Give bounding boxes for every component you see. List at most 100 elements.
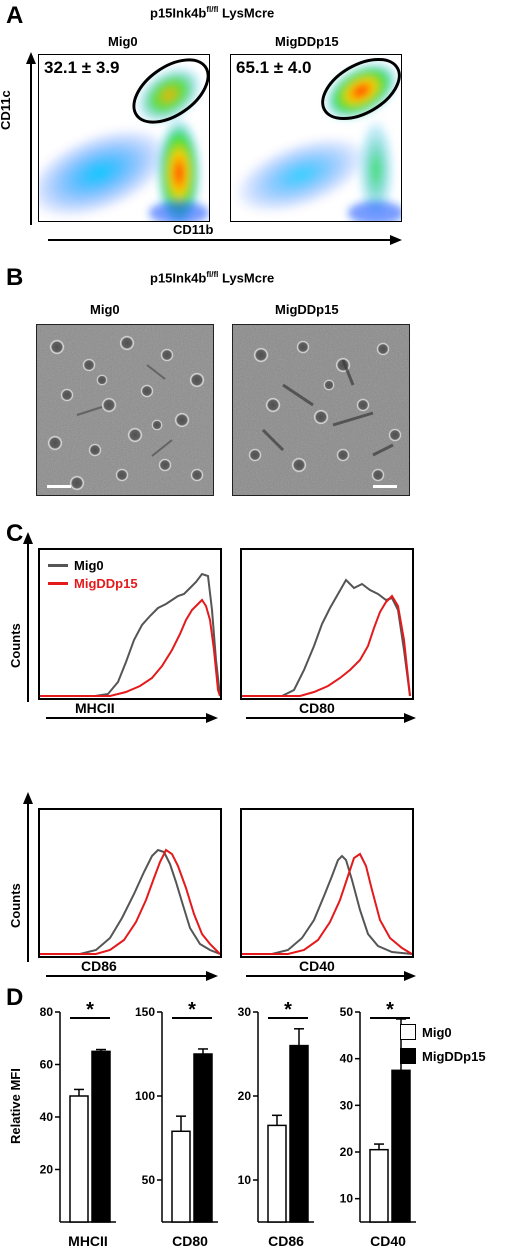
histogram-cd40 — [240, 808, 414, 958]
panel-a-letter: A — [6, 2, 24, 29]
y-tick-label: 10 — [340, 1192, 354, 1206]
panel-a-header-sup: fl/fl — [206, 5, 219, 14]
panel-b-header: p15Ink4bfl/fl LysMcre — [150, 270, 274, 285]
legend-item-migddp15-bar: MigDDp15 — [400, 1044, 486, 1068]
bar-migddp15 — [391, 1069, 411, 1223]
panel-a-header-suffix: LysMcre — [218, 5, 275, 21]
micrograph-svg-1 — [37, 325, 213, 495]
significance-star: * — [386, 999, 394, 1021]
panel-b-letter: B — [6, 264, 24, 291]
y-axis-arrow-icon — [23, 792, 33, 804]
histogram-svg-cd40 — [242, 852, 412, 955]
x-axis-cd86 — [46, 971, 218, 981]
scale-bar — [373, 485, 397, 488]
y-tick-label: 20 — [40, 1163, 54, 1177]
legend-swatch-migddp15 — [48, 581, 68, 585]
panel-b-header-sup: fl/fl — [206, 270, 219, 279]
y-tick-label: 40 — [40, 1110, 54, 1124]
scale-bar — [47, 485, 71, 488]
micrograph-migddp15 — [232, 324, 410, 496]
y-tick-label: 20 — [238, 1089, 252, 1103]
bar-xlabel-cd80: CD80 — [172, 1233, 208, 1249]
legend-swatch-open — [400, 1024, 416, 1040]
panel-a-plot1-title: Mig0 — [108, 34, 138, 49]
panel-b-header-suffix: LysMcre — [218, 270, 275, 286]
histogram-svg-cd86 — [40, 848, 220, 955]
legend-label-migddp15-bar: MigDDp15 — [422, 1048, 486, 1064]
panel-b-header-text: p15Ink4b — [150, 270, 207, 286]
y-tick-label: 30 — [340, 1098, 354, 1112]
gate-ellipse-2 — [321, 57, 401, 121]
x-axis-mhcii — [46, 713, 218, 723]
y-tick-label: 100 — [135, 1089, 155, 1103]
x-label-cd40: CD40 — [296, 958, 338, 974]
bar-xlabel-cd40: CD40 — [370, 1233, 406, 1249]
histogram-svg-mhcii — [40, 572, 220, 697]
panel-b-image2-title: MigDDp15 — [275, 302, 339, 317]
y-tick-label: 40 — [340, 1052, 354, 1066]
histogram-svg-cd80 — [242, 578, 411, 697]
gate-percent-migddp15: 65.1 ± 4.0 — [236, 58, 312, 77]
panel-a-x-axis — [48, 235, 402, 245]
flow-density-plot-mig0 — [38, 54, 210, 222]
bar-mig0 — [69, 1095, 89, 1223]
x-axis-cd80 — [246, 713, 416, 723]
x-label-mhcii: MHCII — [72, 700, 118, 716]
panel-c-y-axis-bottom — [23, 792, 33, 962]
panel-c-letter: C — [6, 520, 24, 547]
panel-a-y-axis — [26, 52, 36, 225]
x-axis-cd40 — [246, 971, 416, 981]
y-tick-label: 30 — [238, 1005, 252, 1019]
histogram-cd86 — [38, 808, 222, 958]
y-axis-arrow-icon — [26, 52, 36, 64]
y-tick-label: 50 — [142, 1173, 156, 1187]
panel-a-header-text: p15Ink4b — [150, 5, 207, 21]
legend-swatch-mig0 — [48, 563, 68, 567]
histogram-cd80 — [240, 548, 414, 700]
legend-item-mig0-bar: Mig0 — [400, 1020, 486, 1044]
y-tick-label: 50 — [340, 1005, 354, 1019]
bar-xlabel-mhcii: MHCII — [68, 1233, 108, 1249]
panel-a-xlabel: CD11b — [170, 222, 217, 237]
legend-label-mig0-bar: Mig0 — [422, 1024, 452, 1040]
significance-star: * — [188, 999, 196, 1021]
y-tick-label: 10 — [238, 1173, 252, 1187]
density-plot-svg-2 — [234, 57, 401, 221]
micrograph-mig0 — [36, 324, 214, 496]
x-label-cd86: CD86 — [78, 958, 120, 974]
panel-a-plot2-title: MigDDp15 — [275, 34, 339, 49]
x-axis-arrow-icon — [390, 235, 402, 245]
bar-mig0 — [369, 1148, 389, 1223]
gate-percent-mig0: 32.1 ± 3.9 — [44, 58, 120, 77]
y-tick-label: 150 — [135, 1005, 155, 1019]
bar-migddp15 — [91, 1050, 111, 1223]
gate-ellipse-1 — [132, 58, 209, 124]
legend-item-mig0: Mig0 — [48, 556, 138, 574]
significance-star: * — [86, 999, 94, 1021]
flow-density-plot-migddp15 — [230, 54, 402, 222]
y-tick-label: 20 — [340, 1145, 354, 1159]
legend-item-migddp15: MigDDp15 — [48, 574, 138, 592]
y-tick-label: 60 — [40, 1058, 54, 1072]
panel-d-letter: D — [6, 984, 24, 1011]
bar-mig0 — [267, 1124, 287, 1223]
histogram-mhcii — [38, 548, 222, 700]
panel-c-legend: Mig0 MigDDp15 — [48, 556, 138, 592]
bar-migddp15 — [289, 1044, 309, 1223]
panel-b-image1-title: Mig0 — [90, 302, 120, 317]
significance-star: * — [284, 999, 292, 1021]
panel-d-legend: Mig0 MigDDp15 — [400, 1020, 486, 1068]
panel-c-y-axis-top — [23, 532, 33, 702]
bar-migddp15 — [193, 1053, 213, 1223]
bar-xlabel-cd86: CD86 — [268, 1233, 304, 1249]
bar-mig0 — [171, 1130, 191, 1223]
density-plot-svg-1 — [39, 58, 209, 221]
legend-swatch-filled — [400, 1048, 416, 1064]
y-tick-label: 80 — [40, 1005, 54, 1019]
panel-a-header: p15Ink4bfl/fl LysMcre — [150, 5, 274, 20]
legend-label-migddp15: MigDDp15 — [74, 575, 138, 591]
micrograph-svg-2 — [233, 325, 409, 495]
x-label-cd80: CD80 — [296, 700, 338, 716]
y-axis-arrow-icon — [23, 532, 33, 544]
